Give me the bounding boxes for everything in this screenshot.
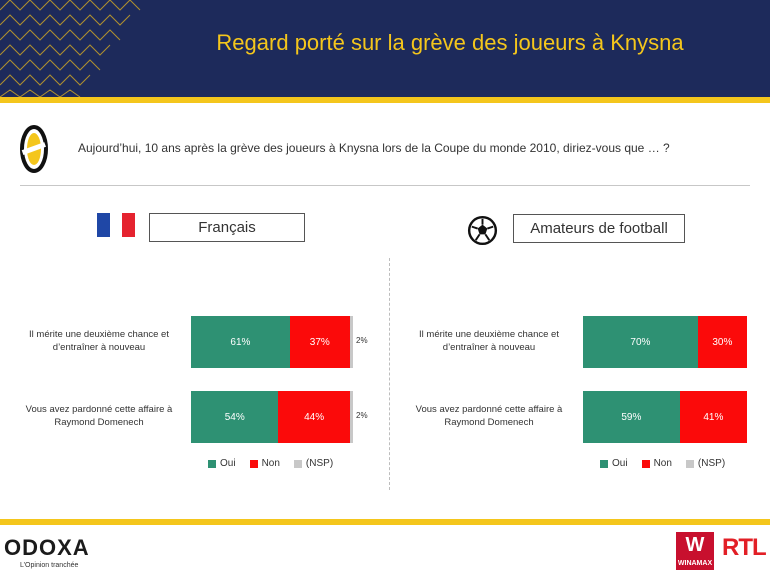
row-label: Vous avez pardonné cette affaire à Raymo… (415, 404, 563, 428)
legend-item: Non (249, 458, 280, 469)
legend-item: (NSP) (685, 458, 726, 469)
legend-item: Oui (600, 458, 628, 469)
legend-swatch (685, 459, 694, 468)
legend-swatch (249, 459, 258, 468)
odoxa-logo: ODOXA (4, 535, 90, 560)
header-banner: Regard porté sur la grève des joueurs à … (0, 0, 770, 97)
group-label-amateurs: Amateurs de football (513, 214, 685, 243)
football-icon (467, 215, 498, 246)
winamax-label: WINAMAX (677, 560, 713, 567)
group-label-francais: Français (149, 213, 305, 242)
bar-segment-oui: 59% (583, 391, 680, 443)
bar-segment-non: 37% (289, 316, 350, 368)
rtl-logo: RTL (722, 534, 767, 561)
bar-label-nsp: 2% (356, 411, 368, 420)
french-flag-icon (97, 213, 136, 237)
bar-segment-oui: 70% (583, 316, 698, 368)
row-label: Vous avez pardonné cette affaire à Raymo… (25, 404, 173, 428)
legend-swatch (208, 459, 216, 468)
bar-segment-nsp (349, 316, 353, 368)
chart-legend: Oui Non (NSP) (600, 458, 739, 469)
footer-stripe (0, 519, 770, 525)
charts-divider (389, 258, 390, 490)
legend-swatch (293, 459, 302, 468)
legend-label: (NSP) (305, 458, 334, 469)
bar-segment-oui: 61% (191, 316, 290, 368)
odoxa-tagline: L’Opinion tranchée (20, 562, 79, 569)
chart-legend: Oui Non (NSP) (208, 458, 347, 469)
bar-segment-non: 41% (679, 391, 747, 443)
legend-item: Non (641, 458, 672, 469)
row-label: Il mérite une deuxième chance et d’entra… (419, 329, 559, 353)
legend-label: (NSP) (697, 458, 726, 469)
header-stripe (0, 97, 770, 103)
legend-item: (NSP) (293, 458, 334, 469)
legend-label: Non (261, 458, 280, 469)
legend-item: Oui (208, 458, 236, 469)
header-pattern (0, 0, 141, 97)
winamax-logo: W WINAMAX (676, 532, 714, 570)
legend-swatch (600, 459, 608, 468)
question-text: Aujourd’hui, 10 ans après la grève des j… (78, 141, 670, 155)
row-label: Il mérite une deuxième chance et d’entra… (29, 329, 169, 353)
legend-label: Non (653, 458, 672, 469)
odoxa-coin-icon (20, 125, 48, 173)
question-divider (20, 185, 750, 186)
bar-segment-non: 44% (278, 391, 350, 443)
bar-label-nsp: 2% (356, 336, 368, 345)
legend-swatch (641, 459, 650, 468)
bar-segment-oui: 54% (191, 391, 279, 443)
bar-segment-non: 30% (697, 316, 747, 368)
bar-segment-nsp (349, 391, 353, 443)
legend-label: Oui (220, 458, 236, 469)
page-title: Regard porté sur la grève des joueurs à … (216, 30, 684, 55)
legend-label: Oui (612, 458, 628, 469)
